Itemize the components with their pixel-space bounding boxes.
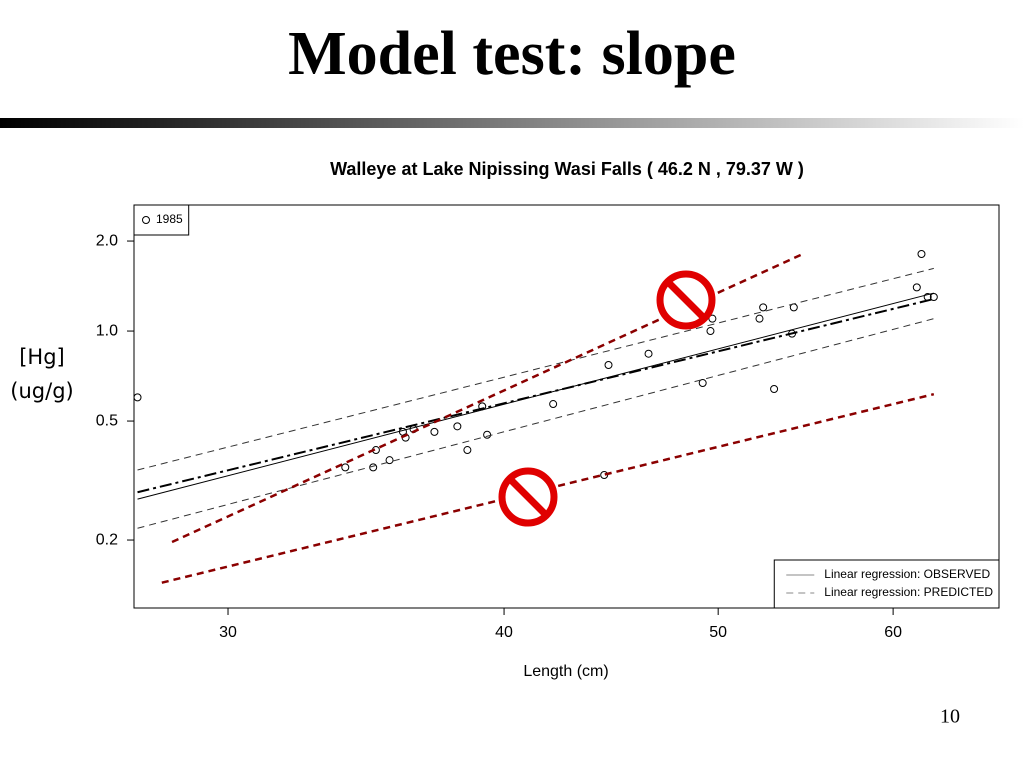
x-axis-label: Length (cm) — [523, 663, 608, 680]
legend-label: Linear regression: PREDICTED — [824, 585, 993, 599]
legend: 1985 — [133, 204, 190, 236]
y-tick-label: 0.2 — [96, 531, 118, 548]
legend-box — [133, 204, 190, 236]
legend-label: 1985 — [156, 212, 183, 226]
x-tick-label: 40 — [495, 624, 513, 641]
page-number: 10 — [940, 706, 960, 728]
y-axis-label: (ug/g) — [10, 379, 73, 403]
data-point — [917, 250, 926, 259]
data-point — [133, 393, 142, 402]
data-point — [385, 456, 394, 465]
y-tick-label: 1.0 — [96, 322, 118, 339]
x-tick-label: 30 — [219, 624, 237, 641]
data-point — [549, 400, 558, 409]
legend-box — [773, 559, 1000, 609]
data-point — [755, 314, 764, 323]
line-series — [137, 298, 935, 494]
title-rule — [0, 118, 1024, 128]
data-point — [698, 379, 707, 388]
data-point — [912, 283, 921, 292]
data-point — [759, 303, 768, 312]
line-series — [137, 318, 934, 529]
data-point — [430, 427, 439, 436]
data-point — [463, 446, 472, 455]
data-point — [341, 463, 350, 472]
legend: Linear regression: OBSERVED Linear regres… — [773, 559, 1000, 609]
legend-label: Linear regression: OBSERVED — [824, 567, 990, 581]
data-point — [644, 349, 653, 358]
x-tick-label: 60 — [884, 624, 902, 641]
prohibition-icon — [656, 270, 716, 330]
data-point — [453, 422, 462, 431]
prohibition-icon — [498, 467, 558, 527]
x-tick-label: 50 — [709, 624, 727, 641]
plot-frame — [133, 204, 1000, 609]
data-point — [706, 327, 715, 336]
data-point — [770, 385, 779, 394]
data-point — [708, 314, 717, 323]
y-axis-label: [Hg] — [19, 345, 65, 369]
line-series — [137, 267, 934, 471]
chart-title: Walleye at Lake Nipissing Wasi Falls ( 4… — [330, 159, 804, 179]
y-tick-label: 0.5 — [96, 412, 118, 429]
legend-symbol — [142, 216, 150, 224]
y-tick-label: 2.0 — [96, 232, 118, 249]
data-point — [483, 430, 492, 439]
slide-title: Model test: slope — [288, 20, 736, 88]
data-point — [604, 360, 613, 369]
